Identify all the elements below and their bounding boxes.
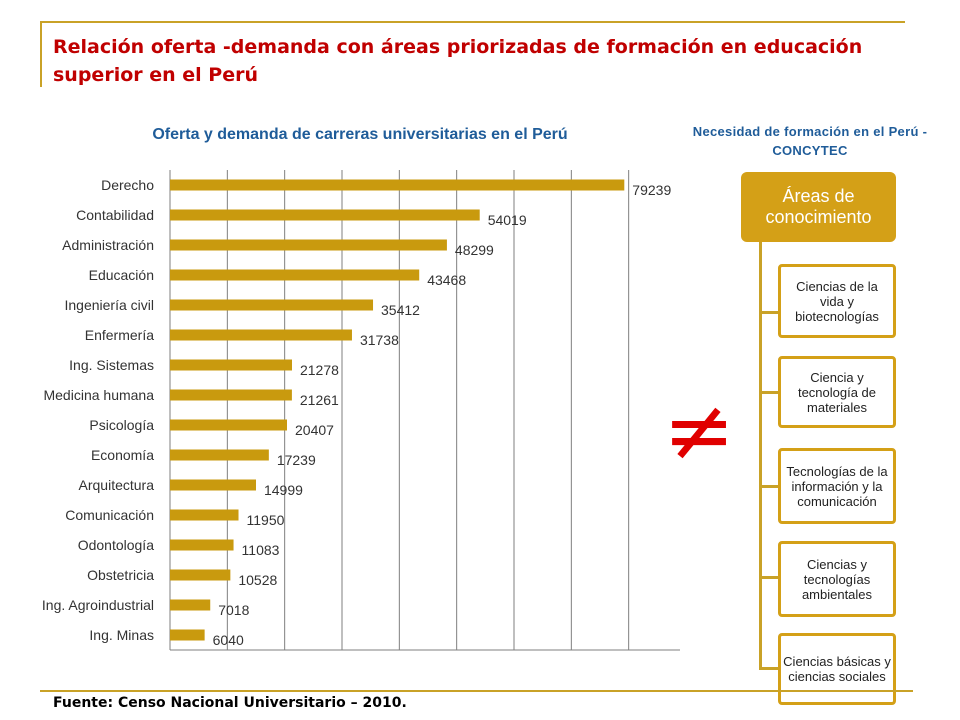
areas-root-box: Áreas de conocimiento: [741, 172, 896, 242]
data-label: 20407: [295, 422, 334, 438]
chart-title: Oferta y demanda de carreras universitar…: [152, 126, 568, 143]
category-label: Comunicación: [65, 507, 154, 523]
category-label: Obstetricia: [87, 567, 154, 583]
bar: [170, 359, 292, 371]
category-label: Ingeniería civil: [65, 297, 155, 313]
area-item-life-sciences: Ciencias de la vida y biotecnologías: [778, 264, 896, 338]
bar: [170, 539, 234, 551]
data-label: 48299: [455, 242, 494, 258]
title-accent-bar: [40, 21, 42, 87]
category-label: Ing. Agroindustrial: [42, 597, 154, 613]
bar: [170, 329, 352, 341]
areas-title: Necesidad de formación en el Perú - CONC…: [692, 124, 928, 158]
bar: [170, 569, 231, 581]
data-label: 43468: [427, 272, 466, 288]
area-item-materials: Ciencia y tecnología de materiales: [778, 356, 896, 428]
tree-branch: [761, 311, 779, 314]
area-item-environment: Ciencias y tecnologías ambientales: [778, 541, 896, 617]
area-item-ict: Tecnologías de la información y la comun…: [778, 448, 896, 524]
tree-branch: [761, 391, 779, 394]
category-label: Economía: [91, 447, 154, 463]
data-label: 11950: [247, 512, 285, 528]
category-label: Odontología: [78, 537, 154, 553]
data-label: 79239: [632, 182, 671, 198]
data-label: 6040: [213, 632, 244, 648]
data-label: 35412: [381, 302, 420, 318]
category-label: Contabilidad: [76, 207, 154, 223]
bar: [170, 599, 211, 611]
category-label: Ing. Sistemas: [69, 357, 154, 373]
area-item-basic-social-sciences: Ciencias básicas y ciencias sociales: [778, 633, 896, 705]
category-label: Psicología: [89, 417, 154, 433]
tree-connector: [759, 242, 762, 670]
data-label: 54019: [488, 212, 527, 228]
bar: [170, 479, 256, 491]
bar-chart: Derecho 79239 Contabilidad 54019 Administrac…: [42, 170, 680, 651]
category-label: Ing. Minas: [89, 627, 154, 643]
not-equal-symbol: ≠: [663, 381, 736, 481]
tree-branch: [761, 576, 779, 579]
bar: [170, 419, 288, 431]
data-label: 11083: [242, 542, 280, 558]
bottom-divider: [40, 690, 913, 692]
data-label: 17239: [277, 452, 316, 468]
top-divider: [40, 21, 905, 23]
data-label: 31738: [360, 332, 399, 348]
tree-branch: [761, 667, 779, 670]
bar: [170, 389, 292, 401]
bar: [170, 299, 374, 311]
category-label: Medicina humana: [43, 387, 154, 403]
bar: [170, 509, 239, 521]
bar: [170, 239, 447, 251]
data-label: 7018: [218, 602, 249, 618]
data-label: 21278: [300, 362, 339, 378]
category-label: Derecho: [101, 177, 154, 193]
bar: [170, 449, 269, 461]
slide-title: Relación oferta -demanda con áreas prior…: [53, 36, 863, 86]
bar: [170, 209, 480, 221]
data-label: 10528: [238, 572, 277, 588]
bar: [170, 629, 205, 641]
data-label: 14999: [264, 482, 303, 498]
category-label: Educación: [89, 267, 154, 283]
source-note: Fuente: Censo Nacional Universitario – 2…: [53, 695, 407, 711]
bar: [170, 179, 625, 191]
category-label: Enfermería: [85, 327, 154, 343]
category-label: Arquitectura: [79, 477, 155, 493]
data-label: 21261: [300, 392, 339, 408]
category-label: Administración: [62, 237, 154, 253]
bar: [170, 269, 420, 281]
tree-branch: [761, 485, 779, 488]
